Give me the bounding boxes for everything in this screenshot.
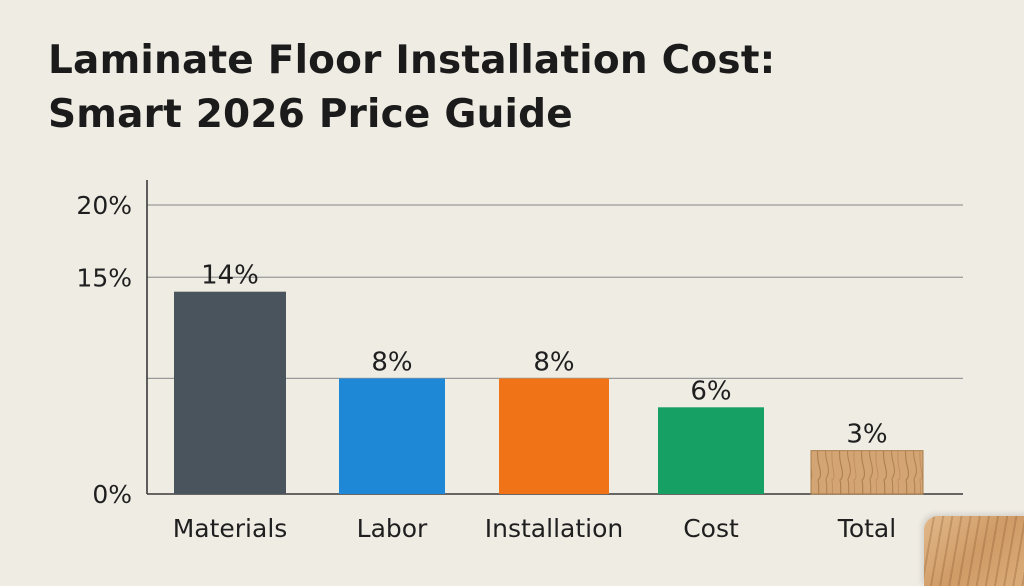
wood-plank-icon	[924, 516, 1024, 586]
data-label-total: 3%	[846, 420, 887, 450]
x-tick-label-materials: Materials	[173, 514, 288, 543]
bar-cost	[658, 407, 764, 494]
bar-labor	[339, 378, 445, 494]
y-tick-label-0: 0%	[92, 480, 132, 509]
data-label-materials: 14%	[201, 261, 259, 291]
bar-installation	[499, 378, 609, 494]
bar-materials	[174, 291, 286, 494]
bars	[174, 291, 924, 495]
x-tick-label-total: Total	[837, 514, 896, 543]
y-tick-label-2: 20%	[76, 191, 132, 220]
chart-title: Laminate Floor Installation Cost: Smart …	[48, 34, 775, 142]
y-tick-label-1: 15%	[76, 263, 132, 292]
chart-title-line-2: Smart 2026 Price Guide	[48, 92, 573, 137]
x-tick-label-labor: Labor	[357, 514, 428, 543]
data-label-labor: 8%	[371, 347, 412, 377]
labels: 0% 15% 20% 14% Materials 8% Labor 8% Installatio…	[76, 191, 896, 543]
data-label-installation: 8%	[533, 347, 574, 377]
data-label-cost: 6%	[690, 376, 731, 406]
x-tick-label-installation: Installation	[485, 514, 623, 543]
chart-title-line-1: Laminate Floor Installation Cost:	[48, 38, 776, 83]
bar-total	[810, 450, 924, 495]
x-tick-label-cost: Cost	[683, 514, 739, 543]
